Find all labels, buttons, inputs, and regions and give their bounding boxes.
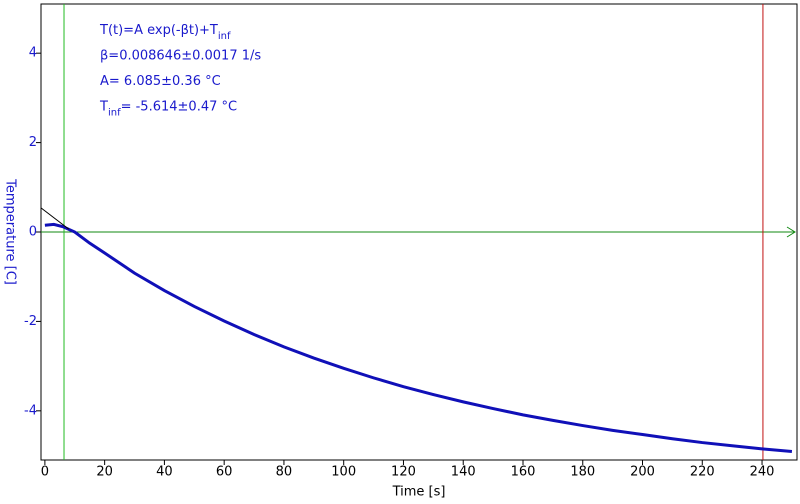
subscript: inf — [108, 107, 121, 118]
y-tick-label: -4 — [24, 403, 37, 418]
x-tick-label: 0 — [41, 465, 49, 480]
y-tick-label: 0 — [29, 225, 37, 240]
y-tick-label: 2 — [29, 135, 37, 150]
subscript: inf — [218, 31, 231, 42]
y-tick-label: 4 — [29, 46, 37, 61]
annotation-text: β=0.008646±0.0017 1/s — [100, 48, 261, 63]
x-axis-label: Time [s] — [392, 485, 446, 500]
x-tick-label: 200 — [630, 465, 655, 480]
annotation-text: A= 6.085±0.36 °C — [100, 74, 221, 89]
annotation-text: = -5.614±0.47 °C — [121, 99, 237, 114]
x-tick-label: 20 — [96, 465, 113, 480]
annotation: β=0.008646±0.0017 1/s — [100, 48, 261, 63]
arrow-head — [786, 226, 796, 238]
annotation: Tinf= -5.614±0.47 °C — [99, 99, 237, 118]
annotation-text: T(t)=A exp(-βt)+T — [99, 23, 218, 38]
y-axis-label: Temperature [C] — [3, 178, 18, 285]
annotation: T(t)=A exp(-βt)+Tinf — [99, 23, 231, 42]
data-line — [40, 207, 70, 230]
y-tick-label: -2 — [24, 314, 37, 329]
x-tick-label: 180 — [570, 465, 595, 480]
annotation-text: T — [99, 99, 108, 114]
x-tick-label: 140 — [451, 465, 476, 480]
x-tick-label: 220 — [690, 465, 715, 480]
x-tick-label: 160 — [511, 465, 536, 480]
x-tick-label: 100 — [331, 465, 356, 480]
x-tick-label: 120 — [391, 465, 416, 480]
x-tick-label: 80 — [276, 465, 293, 480]
data-line — [44, 222, 793, 453]
x-tick-label: 240 — [750, 465, 775, 480]
x-tick-label: 40 — [156, 465, 173, 480]
x-tick-label: 60 — [216, 465, 233, 480]
annotation: A= 6.085±0.36 °C — [100, 74, 221, 89]
